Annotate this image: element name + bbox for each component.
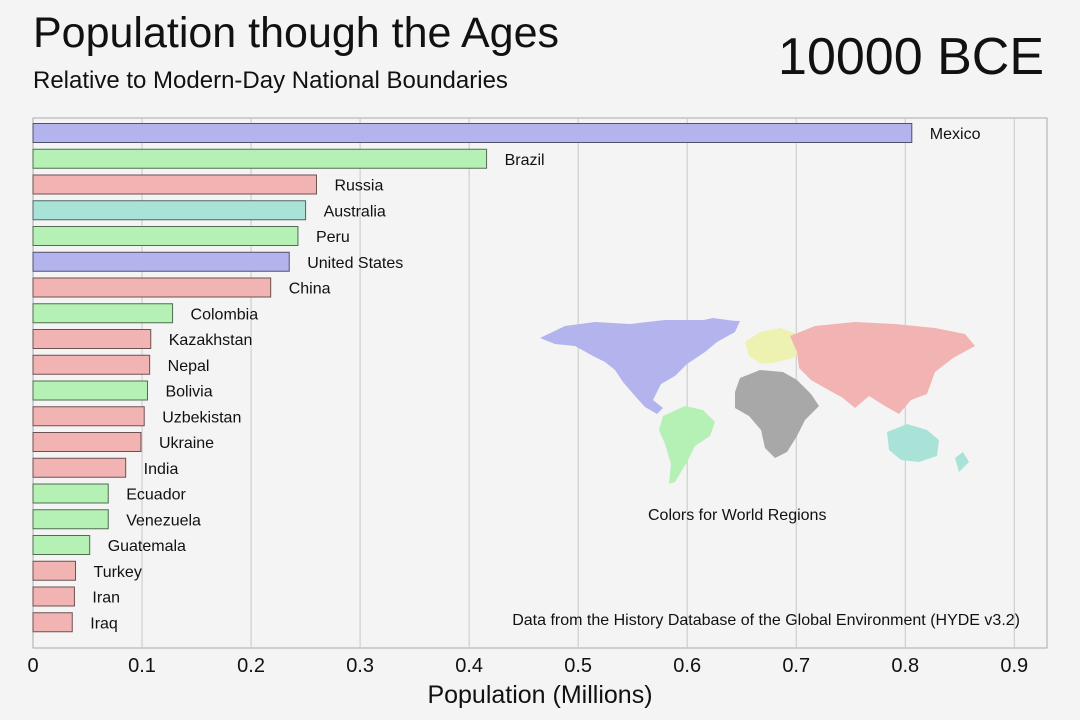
greenland-region	[685, 318, 735, 340]
bar-ecuador	[32, 483, 109, 504]
x-axis-label: Population (Millions)	[427, 681, 653, 709]
world-region-map	[540, 318, 975, 484]
bar-uzbekistan	[32, 406, 145, 427]
south-america-region	[659, 406, 715, 484]
bar-label: Iran	[92, 590, 120, 607]
bar-iraq	[32, 612, 73, 633]
bar-iran	[32, 586, 75, 607]
bar-label: Iraq	[90, 615, 118, 632]
bar-guatemala	[32, 535, 91, 555]
bar-label: Peru	[316, 229, 350, 246]
x-tick-label: 0.7	[782, 655, 810, 677]
bar-russia	[32, 174, 317, 195]
x-tick-label: 0.3	[346, 655, 374, 677]
period-label: 10000 BCE	[778, 28, 1044, 86]
bar-venezuela	[32, 509, 109, 530]
europe-region	[745, 328, 805, 364]
x-tick-label: 0.6	[673, 655, 701, 677]
bar-australia	[32, 200, 307, 221]
x-tick-label: 0.1	[128, 655, 156, 677]
bar-label: Venezuela	[126, 512, 201, 529]
oceania-region	[887, 424, 939, 462]
x-tick-label: 0.4	[455, 655, 483, 677]
bar-label: Uzbekistan	[162, 409, 241, 426]
bar-label: Turkey	[94, 564, 142, 581]
x-tick-label: 0.5	[564, 655, 592, 677]
chart-subtitle: Relative to Modern-Day National Boundari…	[33, 67, 508, 94]
bar-label: Colombia	[191, 306, 259, 323]
africa-region	[735, 370, 819, 458]
source-note: Data from the History Database of the Gl…	[512, 612, 1020, 629]
bar-label: Nepal	[168, 358, 210, 375]
bar-label: United States	[307, 255, 403, 272]
bar-label: Mexico	[930, 126, 981, 143]
bar-nepal	[32, 354, 151, 375]
bar-colombia	[32, 303, 174, 324]
bar-india	[32, 457, 127, 478]
bar-label: India	[144, 461, 179, 478]
x-tick-label: 0.8	[891, 655, 919, 677]
x-tick-label: 0.9	[1000, 655, 1028, 677]
bar-label: Australia	[324, 203, 386, 220]
bar-brazil	[32, 148, 488, 169]
bars	[32, 123, 913, 633]
bar-label: Ukraine	[159, 435, 214, 452]
bar-bolivia	[32, 380, 148, 401]
bar-label: Brazil	[505, 152, 545, 169]
bar-label: Bolivia	[165, 384, 212, 401]
map-caption: Colors for World Regions	[648, 507, 827, 524]
bar-china	[32, 277, 272, 298]
bar-label: Guatemala	[108, 538, 186, 555]
bar-turkey	[32, 560, 77, 581]
bar-label: Russia	[334, 178, 383, 195]
bar-kazakhstan	[32, 329, 152, 349]
new-zealand-region	[955, 452, 969, 472]
chart-title: Population though the Ages	[33, 9, 559, 57]
bar-labels: Mexico Brazil Russia Australia Peru United St…	[90, 126, 980, 632]
bar-mexico	[32, 123, 913, 143]
bar-label: Ecuador	[126, 487, 186, 504]
bar-label: Kazakhstan	[169, 332, 253, 349]
asia-region	[790, 322, 975, 414]
bar-united-states	[32, 251, 290, 272]
x-tick-label: 0	[27, 655, 38, 677]
bar-peru	[32, 226, 299, 246]
x-tick-labels: 0 0.1 0.2 0.3 0.4 0.5 0.6 0.7 0.8 0.9	[27, 655, 1028, 677]
bar-label: China	[289, 281, 331, 298]
north-america-region	[540, 320, 740, 414]
x-tick-label: 0.2	[237, 655, 265, 677]
bar-ukraine	[32, 432, 142, 452]
